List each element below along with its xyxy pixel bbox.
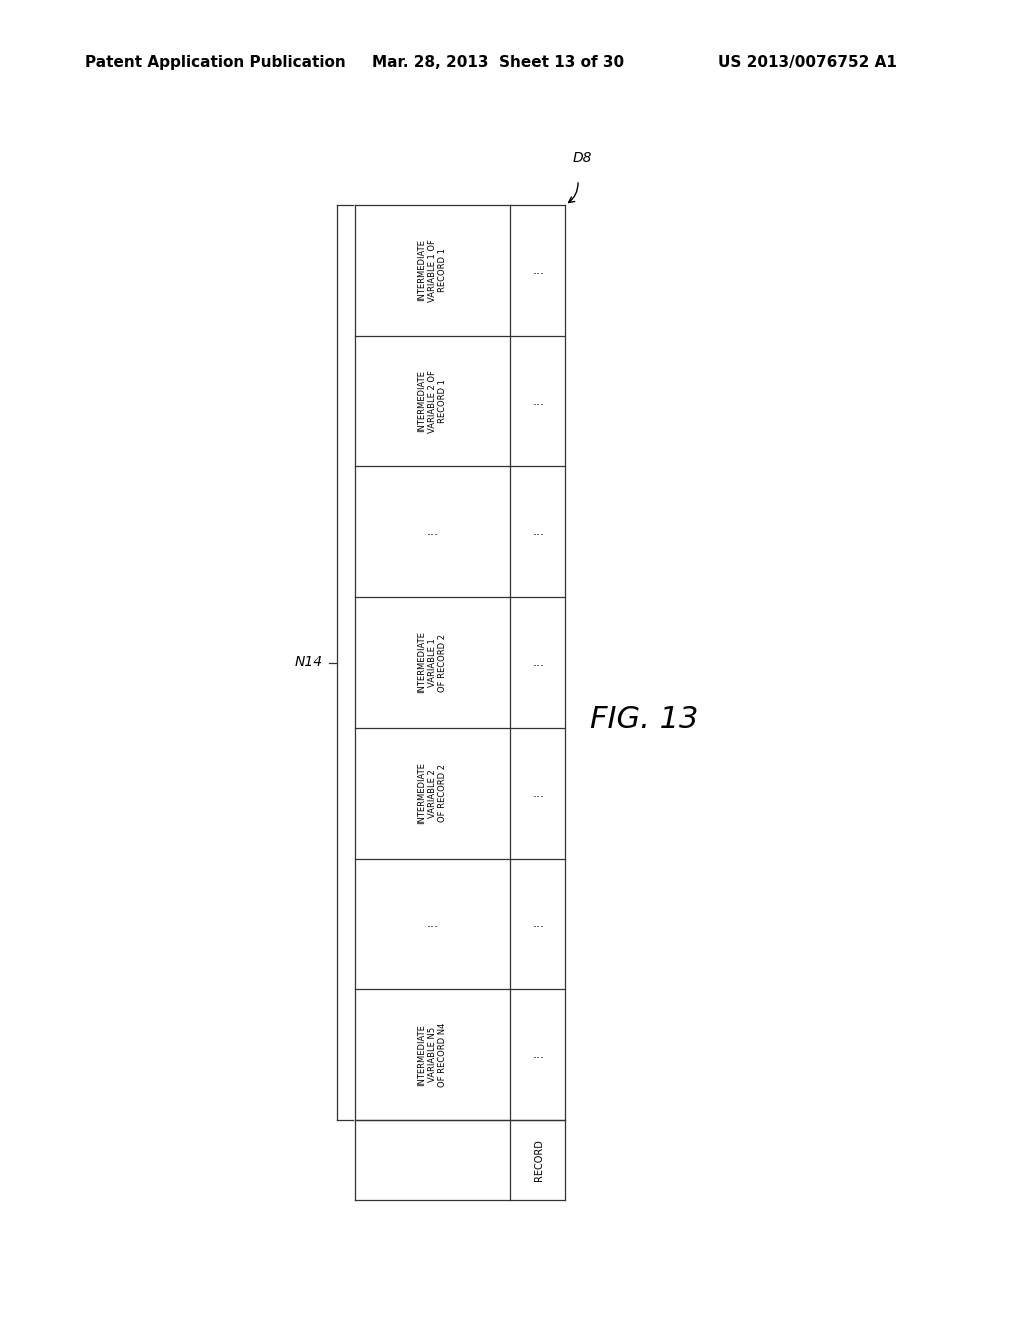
Text: INTERMEDIATE
VARIABLE 2
OF RECORD 2: INTERMEDIATE VARIABLE 2 OF RECORD 2 [418,762,447,824]
Text: ...: ... [427,525,438,539]
Text: D8: D8 [573,150,593,165]
Text: ...: ... [534,656,545,669]
Text: Mar. 28, 2013  Sheet 13 of 30: Mar. 28, 2013 Sheet 13 of 30 [372,55,624,70]
Text: ...: ... [534,917,545,931]
Text: FIG. 13: FIG. 13 [590,705,698,734]
Text: ...: ... [534,787,545,800]
Text: ...: ... [534,395,545,408]
Text: INTERMEDIATE
VARIABLE 2 OF
RECORD 1: INTERMEDIATE VARIABLE 2 OF RECORD 1 [418,370,447,433]
Text: INTERMEDIATE
VARIABLE N5
OF RECORD N4: INTERMEDIATE VARIABLE N5 OF RECORD N4 [418,1023,447,1086]
Text: US 2013/0076752 A1: US 2013/0076752 A1 [718,55,897,70]
Text: Patent Application Publication: Patent Application Publication [85,55,346,70]
Text: INTERMEDIATE
VARIABLE 1 OF
RECORD 1: INTERMEDIATE VARIABLE 1 OF RECORD 1 [418,239,447,302]
Text: ...: ... [534,525,545,539]
Text: ...: ... [534,264,545,277]
Text: INTERMEDIATE
VARIABLE 1
OF RECORD 2: INTERMEDIATE VARIABLE 1 OF RECORD 2 [418,631,447,693]
Text: ...: ... [427,917,438,931]
Text: ...: ... [534,1048,545,1061]
Text: N14: N14 [295,656,323,669]
Text: RECORD: RECORD [534,1139,544,1181]
